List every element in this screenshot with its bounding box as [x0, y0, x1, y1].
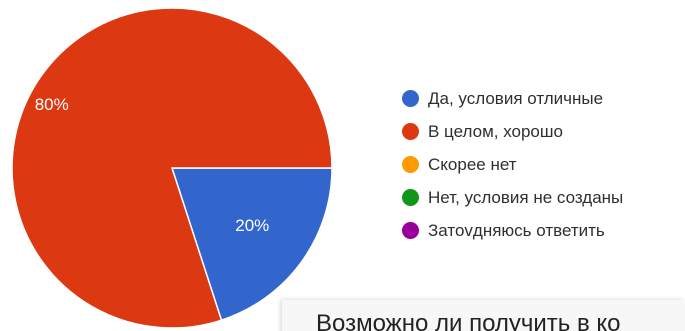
- pie-slice-label-2: 80%: [35, 95, 69, 114]
- legend-swatch-icon: [402, 123, 419, 140]
- legend-label: Нет, условия не созданы: [428, 187, 624, 207]
- legend-item-1: Да, условия отличные: [402, 82, 623, 115]
- legend-item-3: Скорее нет: [402, 148, 623, 181]
- legend-item-2: В целом, хорошо: [402, 115, 623, 148]
- legend-label: В целом, хорошо: [428, 121, 563, 141]
- legend-swatch-icon: [402, 222, 419, 239]
- legend-label: Скорее нет: [428, 154, 517, 174]
- legend-item-5: Затоvдняюсь ответить: [402, 214, 623, 247]
- legend-swatch-icon: [402, 189, 419, 206]
- pie-slice-label-1: 20%: [235, 216, 269, 235]
- legend-label: Да, условия отличные: [428, 88, 604, 108]
- legend-label: Затоvдняюсь ответить: [428, 220, 605, 240]
- next-question-card: Возможно ли получить в ко: [282, 300, 685, 331]
- pie-chart: 20% 80%: [11, 7, 333, 329]
- legend-item-4: Нет, условия не созданы: [402, 181, 623, 214]
- pie-slice-2: [11, 7, 333, 329]
- pie-slice-1: [170, 167, 333, 322]
- chart-legend: Да, условия отличные В целом, хорошо Скоре…: [402, 82, 623, 247]
- legend-swatch-icon: [402, 156, 419, 173]
- next-question-title: Возможно ли получить в ко: [316, 310, 621, 331]
- legend-swatch-icon: [402, 90, 419, 107]
